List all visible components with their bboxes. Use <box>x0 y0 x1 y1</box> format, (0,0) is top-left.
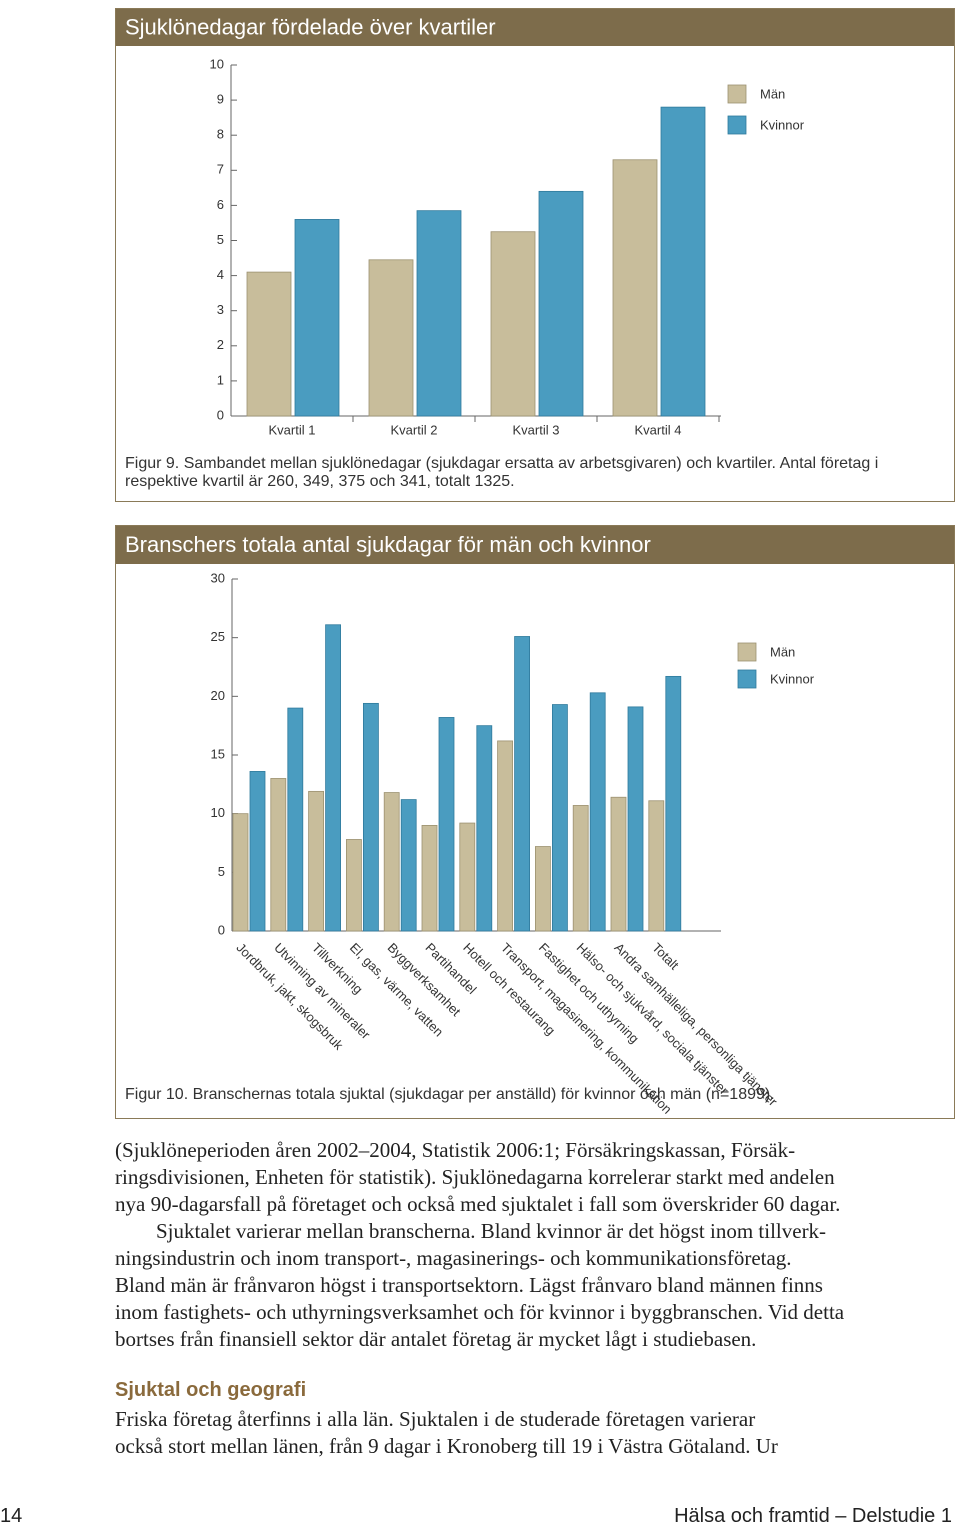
bar <box>325 624 342 932</box>
bar <box>459 822 476 932</box>
figure-box: Sjuklönedagar fördelade över kvartiler 0 1… <box>115 8 955 502</box>
y-tick-label: 25 <box>211 629 225 644</box>
bar <box>572 805 589 932</box>
chart-title: Sjuklönedagar fördelade över kvartiler <box>125 14 496 39</box>
bar <box>538 190 584 417</box>
y-tick-label: 7 <box>217 162 224 177</box>
chart: Sjuklönedagar fördelade över kvartiler 0 1… <box>116 9 954 437</box>
text-line: ningsindustrin och inom transport-, maga… <box>115 1246 792 1270</box>
legend-swatch <box>727 115 747 135</box>
y-tick-label: 3 <box>217 302 224 317</box>
figure-box: Branschers totala antal sjukdagar för mä… <box>115 525 955 1119</box>
y-tick-label: 4 <box>217 267 224 282</box>
bar <box>287 707 304 932</box>
bar <box>514 636 531 932</box>
bar <box>421 824 438 932</box>
legend-swatch <box>737 642 757 662</box>
bar <box>627 706 644 932</box>
y-tick-label: 5 <box>218 864 225 879</box>
text-line: nya 90-dagarsfall på företaget och också… <box>115 1192 841 1216</box>
y-tick-label: 2 <box>217 337 224 352</box>
section-heading: Sjuktal och geografi <box>115 1379 307 1401</box>
page-number: 14 <box>0 1505 23 1527</box>
y-tick-label: 0 <box>217 407 224 422</box>
bar <box>249 771 266 932</box>
legend-label: Män <box>770 644 795 659</box>
legend-swatch <box>727 84 747 104</box>
footer-title: Hälsa och framtid – Delstudie 1 <box>674 1505 952 1527</box>
caption: Figur 9. Sambandet mellan sjuklönedagar … <box>125 455 879 490</box>
bar <box>610 796 627 932</box>
y-tick-label: 20 <box>211 688 225 703</box>
bar <box>383 792 400 932</box>
chart: Branschers totala antal sjukdagar för mä… <box>116 526 954 1117</box>
x-tick-label: Kvartil 3 <box>513 422 560 437</box>
y-tick-label: 10 <box>211 805 225 820</box>
text-line: (Sjuklöneperioden åren 2002–2004, Statis… <box>115 1138 796 1162</box>
bar <box>270 778 287 932</box>
bar <box>294 219 340 417</box>
x-tick-label: Kvartil 2 <box>391 422 438 437</box>
legend-swatch <box>737 669 757 689</box>
legend-label: Män <box>760 86 785 101</box>
bar <box>534 846 551 932</box>
bar <box>246 271 292 417</box>
y-tick-label: 0 <box>218 922 225 937</box>
chart-title: Branschers totala antal sjukdagar för mä… <box>125 532 651 557</box>
x-tick-label: Hälso- och sjukvård, sociala tjänster <box>574 940 732 1098</box>
bar <box>497 740 514 932</box>
bar <box>660 106 706 417</box>
y-tick-label: 15 <box>211 746 225 761</box>
bar <box>232 813 249 932</box>
bar <box>476 725 493 932</box>
text-line: Bland män är frånvaron högst i transport… <box>115 1273 823 1297</box>
y-tick-label: 10 <box>210 56 224 71</box>
paragraph: (Sjuklöneperioden åren 2002–2004, Statis… <box>115 1137 960 1218</box>
bar <box>362 702 379 932</box>
legend-label: Kvinnor <box>770 671 815 686</box>
y-tick-label: 8 <box>217 127 224 142</box>
title-band <box>116 9 954 46</box>
x-tick-label: Kvartil 1 <box>269 422 316 437</box>
text-line: Sjuktalet varierar mellan branscherna. B… <box>156 1219 827 1243</box>
bar <box>589 692 606 932</box>
bar <box>551 704 568 932</box>
bar <box>368 259 414 417</box>
bar <box>648 800 665 932</box>
legend-label: Kvinnor <box>760 117 805 132</box>
x-tick-label: Totalt <box>649 940 682 973</box>
bar <box>490 231 536 417</box>
text-line: också stort mellan länen, från 9 dagar i… <box>115 1434 778 1458</box>
bar <box>612 159 658 417</box>
bar <box>345 839 362 932</box>
bar <box>308 790 325 932</box>
text-line: inom fastighets- och uthyrningsverksamhe… <box>115 1300 845 1324</box>
y-tick-label: 9 <box>217 92 224 107</box>
text-line: bortses från finansiell sektor där antal… <box>115 1327 757 1351</box>
y-tick-label: 1 <box>217 372 224 387</box>
bar <box>438 717 455 932</box>
x-tick-label: Kvartil 4 <box>635 422 682 437</box>
y-tick-label: 5 <box>217 232 224 247</box>
paragraph: Sjuktalet varierar mellan branscherna. B… <box>115 1218 960 1353</box>
text-line: Friska företag återfinns i alla län. Sju… <box>115 1407 756 1431</box>
title-band <box>116 526 954 564</box>
bar <box>665 675 682 932</box>
bar <box>400 799 417 932</box>
text-line: ringsdivisionen, Enheten för statistik).… <box>115 1165 835 1189</box>
y-tick-label: 6 <box>217 197 224 212</box>
y-tick-label: 30 <box>211 570 225 585</box>
paragraph: Friska företag återfinns i alla län. Sju… <box>115 1406 960 1460</box>
caption: Figur 10. Branschernas totala sjuktal (s… <box>125 1086 775 1103</box>
bar <box>416 210 462 417</box>
